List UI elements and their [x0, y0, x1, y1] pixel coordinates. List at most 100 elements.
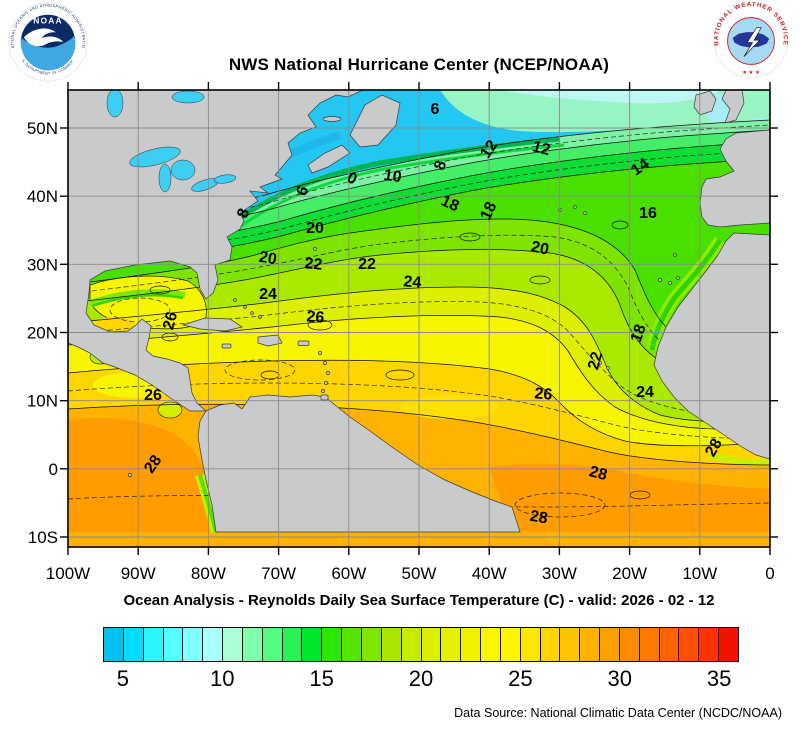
- land-newfoundland: [349, 94, 401, 148]
- map-caption: Ocean Analysis - Reynolds Daily Sea Surf…: [123, 592, 715, 609]
- contour-label: 18: [628, 322, 650, 345]
- contour-label: 28: [587, 463, 609, 484]
- colorbar-segment: [679, 628, 700, 661]
- sst-map: 50N 40N 30N 20N 10N 0 10S 100W 90W 80W 70W 60W 50W 4…: [27, 82, 778, 583]
- colorbar-segment: [342, 628, 362, 661]
- lon-label: 70W: [261, 564, 296, 583]
- colorbar-segment: [659, 628, 680, 661]
- noaa-seagull-icon: [24, 28, 64, 47]
- colorbar-tick-label: 10: [210, 666, 235, 691]
- colorbar-segment: [441, 628, 462, 661]
- lat-label: 30N: [27, 255, 58, 274]
- colorbar-segment: [123, 628, 144, 661]
- lon-label: 0: [765, 564, 774, 583]
- lat-axis-labels: 50N 40N 30N 20N 10N 0 10S: [27, 119, 58, 547]
- contour-label: 24: [403, 273, 422, 291]
- land-bermuda: [313, 247, 317, 251]
- colorbar-segment: [361, 628, 382, 661]
- contour-label: 24: [636, 384, 654, 401]
- colorbar-segment: [163, 628, 184, 661]
- contour-label: 20: [529, 238, 550, 258]
- colorbar-tick-label: 35: [706, 666, 732, 691]
- land-anticosti: [322, 116, 342, 122]
- contour-label: 28: [529, 508, 550, 528]
- contour-label: 24: [259, 286, 277, 303]
- colorbar-segment: [282, 628, 303, 661]
- colorbar-tick-labels: 5 10 15 20 25 30 35: [103, 666, 739, 692]
- page-title: NWS National Hurricane Center (NCEP/NOAA…: [228, 55, 610, 74]
- contour-label: 22: [585, 350, 606, 372]
- land-france-iberia: [699, 129, 770, 228]
- lon-axis-labels: 100W 90W 80W 70W 60W 50W 40W 30W 20W 10W 0: [46, 564, 775, 583]
- colorbar-segment: [600, 628, 620, 661]
- colorbar-tick-label: 15: [309, 666, 334, 691]
- colorbar-tick-label: 5: [116, 666, 129, 691]
- nws-stars: ★ ★ ★: [742, 70, 760, 76]
- colorbar-segment: [421, 628, 442, 661]
- temperature-colorbar: [103, 627, 739, 662]
- lon-label: 10W: [682, 564, 717, 583]
- colorbar-tick-label: 30: [607, 666, 632, 691]
- great-lakes: [106, 90, 237, 193]
- land-africa: [653, 232, 770, 460]
- sst-field: [68, 90, 770, 547]
- contour-label: 6: [431, 101, 440, 118]
- colorbar-segment: [481, 628, 501, 661]
- land-atlantic-islands: [128, 205, 680, 477]
- colorbar-segment: [143, 628, 164, 661]
- lon-label: 30W: [542, 564, 577, 583]
- colorbar-segment: [401, 628, 422, 661]
- colorbar-segment: [242, 628, 263, 661]
- land-north-america: [68, 90, 364, 412]
- colorbar-segment: [104, 628, 124, 661]
- land-bahamas: [233, 298, 262, 319]
- noaa-logo: NATIONAL OCEANIC AND ATMOSPHERIC ADMINIS…: [8, 2, 88, 82]
- lon-label: 60W: [331, 564, 366, 583]
- lon-label: 100W: [46, 564, 90, 583]
- land-jamaica: [221, 343, 232, 349]
- land-hispaniola: [257, 334, 283, 347]
- contour-label: 22: [358, 256, 376, 273]
- land-antilles-arc: [318, 351, 330, 401]
- lat-label: 0: [49, 460, 58, 479]
- colorbar-segment: [302, 628, 323, 661]
- contour-label: 22: [304, 255, 323, 273]
- colorbar-segment: [520, 628, 541, 661]
- land-great-britain: [721, 90, 745, 124]
- contour-label: 18: [438, 192, 461, 215]
- colorbar-segment: [540, 628, 561, 661]
- contour-label: 26: [306, 308, 325, 326]
- lat-label: 40N: [27, 187, 58, 206]
- noaa-wordmark: NOAA: [33, 16, 63, 26]
- contour-label: 20: [306, 220, 324, 237]
- lon-label: 20W: [612, 564, 647, 583]
- colorbar-segment: [381, 628, 402, 661]
- colorbar-segment: [203, 628, 224, 661]
- lon-label: 80W: [191, 564, 226, 583]
- data-source-text: Data Source: National Climatic Data Cent…: [454, 706, 782, 720]
- colorbar-tick-label: 25: [508, 666, 533, 691]
- colorbar-segment: [322, 628, 343, 661]
- land-nova-scotia: [307, 144, 351, 174]
- colorbar-segment: [639, 628, 660, 661]
- lon-label: 40W: [472, 564, 507, 583]
- lat-label: 10S: [28, 528, 58, 547]
- nws-lightning-bolt-icon: [743, 27, 762, 57]
- land-cuba: [181, 317, 243, 332]
- colorbar-segment: [262, 628, 283, 661]
- colorbar-segment: [560, 628, 581, 661]
- contour-label: 12: [530, 138, 552, 159]
- colorbar-segment: [461, 628, 482, 661]
- colorbar-tick-label: 20: [408, 666, 434, 691]
- lon-label: 90W: [121, 564, 156, 583]
- colorbar-segment: [183, 628, 204, 661]
- contour-label: 26: [144, 387, 162, 404]
- graticule: [68, 90, 770, 547]
- colorbar-segment: [619, 628, 640, 661]
- colorbar-segment: [223, 628, 243, 661]
- colorbar-segment: [719, 628, 738, 661]
- colorbar-segment: [500, 628, 521, 661]
- axis-ticks: [60, 82, 778, 555]
- contour-label: 18: [477, 199, 500, 222]
